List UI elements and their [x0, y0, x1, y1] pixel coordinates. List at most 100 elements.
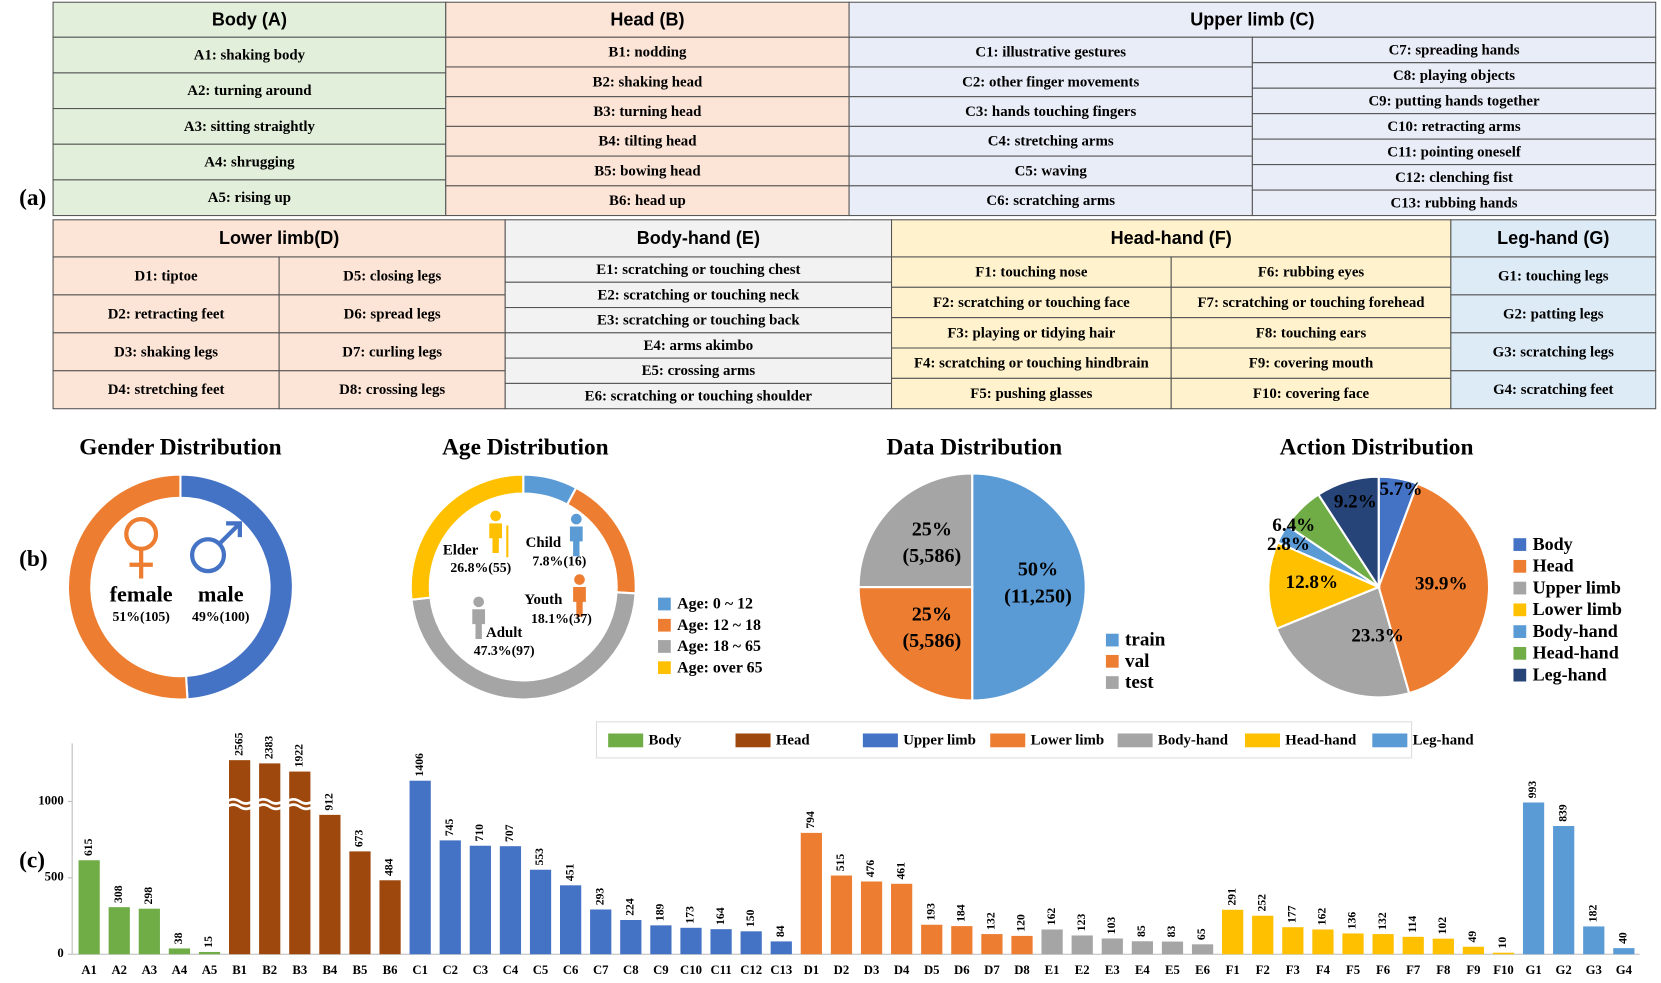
x-tick-label: F1 [1226, 963, 1240, 977]
bar [259, 763, 281, 955]
table-cell [1251, 113, 1657, 140]
bar-value-label: 38 [172, 932, 185, 944]
action-item: F4: scratching or touching hindbrain [914, 356, 1150, 372]
action-item: C2: other finger movements [962, 74, 1139, 90]
bar-value-label: 173 [684, 906, 697, 924]
value-label: 12.8% [1286, 572, 1339, 593]
axis-break [286, 797, 314, 811]
slice-name: male [198, 582, 244, 607]
bar [499, 846, 522, 955]
bar-value-label: 102 [1436, 917, 1449, 935]
x-tick-label: B2 [262, 963, 277, 977]
bar [1522, 802, 1545, 955]
action-item: A4: shrugging [204, 155, 295, 171]
count-label: (105) [140, 609, 170, 625]
action-item: E3: scratching or touching back [597, 313, 800, 329]
bar-value-label: 162 [1045, 908, 1058, 926]
bar [1462, 946, 1485, 955]
bar [439, 840, 461, 955]
bar [1041, 929, 1063, 955]
slice-name: Youth [524, 592, 563, 608]
pie-slice [522, 473, 578, 507]
table-cell [52, 72, 447, 110]
chart-title: Age Distribution [442, 434, 609, 460]
x-tick-label: B5 [353, 963, 368, 977]
value-label: 6.4% [1272, 515, 1315, 536]
x-tick-label: D1 [804, 963, 820, 977]
bar-value-label: 83 [1165, 925, 1178, 937]
x-tick-label: A5 [202, 963, 218, 977]
table-cell [1251, 62, 1657, 89]
bar [168, 948, 191, 955]
bar-value-label: 2383 [262, 736, 275, 759]
action-item: F9: covering mouth [1249, 356, 1374, 372]
legend-swatch [608, 733, 644, 748]
action-item: E2: scratching or touching neck [597, 287, 800, 303]
pie-slice [1267, 541, 1382, 631]
bar-value-label: 103 [1105, 917, 1118, 935]
group-header [1450, 219, 1657, 258]
chart-title: Action Distribution [1280, 434, 1474, 460]
bar [78, 860, 100, 955]
pie-slice [66, 473, 189, 701]
action-item: C12: clenching fist [1395, 170, 1513, 186]
panel-label: (b) [19, 546, 48, 572]
group-title: Body (A) [212, 10, 287, 30]
action-item: B3: turning head [593, 104, 702, 120]
bar-value-label: 2565 [232, 732, 245, 755]
action-item: B1: nodding [608, 45, 687, 61]
legend-label: Age: 18 ~ 65 [677, 638, 761, 655]
value-label: 18.1% [531, 611, 569, 626]
bar-value-label: 189 [654, 903, 667, 921]
x-tick-label: F10 [1493, 963, 1514, 977]
table-cell [52, 179, 447, 217]
bar [1282, 927, 1304, 955]
table-cell [1251, 87, 1657, 115]
x-tick-label: F7 [1406, 963, 1421, 977]
x-tick-label: C7 [593, 963, 609, 977]
bar [1402, 936, 1424, 955]
group-title: Head (B) [610, 10, 684, 30]
legend-label: Age: 12 ~ 18 [677, 617, 761, 634]
legend-label: Age: 0 ~ 12 [677, 596, 753, 613]
table-cell [848, 155, 1253, 187]
bar-value-label: 476 [864, 860, 877, 878]
count-label: (97) [512, 643, 535, 659]
bar [1191, 944, 1214, 955]
group-title: Leg-hand (G) [1497, 228, 1609, 248]
action-item: A1: shaking body [194, 48, 306, 64]
table-cell [890, 377, 1172, 410]
bar-value-label: 745 [443, 818, 456, 836]
bar [1432, 938, 1454, 955]
bar-value-label: 120 [1015, 914, 1028, 932]
legend-label: Body [648, 732, 682, 748]
table-cell [1251, 189, 1657, 217]
bar [469, 845, 491, 955]
action-item: C4: stretching arms [988, 134, 1114, 150]
x-tick-label: C12 [740, 963, 762, 977]
group-title: Head-hand (F) [1111, 228, 1232, 248]
value-label: 50% [1018, 559, 1058, 581]
legend-label: Leg-hand [1413, 732, 1475, 748]
table-cell [52, 256, 280, 296]
table-cell [504, 357, 893, 384]
bar [1252, 915, 1274, 955]
bar [409, 780, 431, 955]
x-tick-label: C2 [442, 963, 458, 977]
legend-label: test [1125, 672, 1154, 693]
action-item: F10: covering face [1253, 386, 1370, 402]
x-tick-label: C8 [623, 963, 639, 977]
bar [921, 924, 943, 955]
bar [860, 881, 883, 955]
x-tick-label: B6 [383, 963, 398, 977]
table-cell [1170, 347, 1452, 379]
pie-slice [857, 585, 974, 702]
table-cell [890, 317, 1172, 349]
bar [198, 951, 221, 955]
person-icon [574, 574, 585, 585]
female-icon [129, 548, 153, 579]
action-item: G2: patting legs [1503, 306, 1604, 322]
bar-value-label: 15 [202, 936, 215, 948]
pie-slice [971, 472, 1087, 702]
legend-label: Lower limb [1533, 599, 1622, 619]
